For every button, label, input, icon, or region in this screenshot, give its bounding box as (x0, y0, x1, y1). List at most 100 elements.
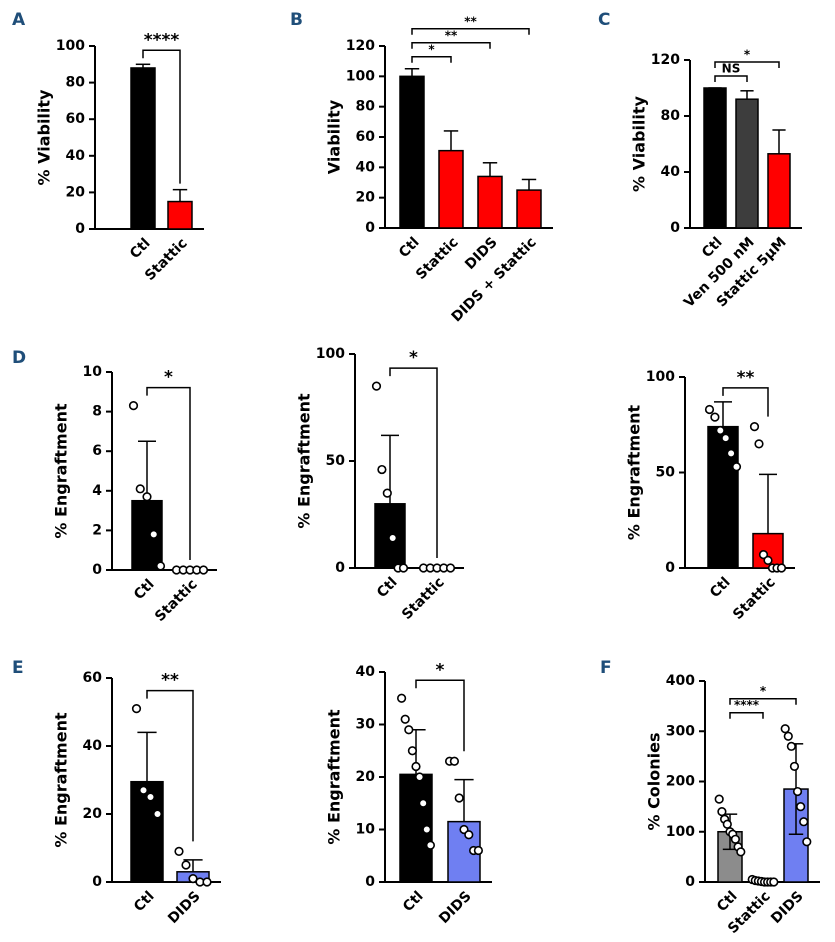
data-point (415, 772, 425, 782)
y-tick-label: 40 (661, 164, 681, 180)
error-bar (137, 731, 157, 782)
significance-label: * (760, 684, 767, 698)
data-point (776, 563, 787, 573)
data-point (145, 792, 156, 802)
error-bar (443, 130, 459, 151)
data-point (398, 563, 409, 573)
panel-letter: C (598, 10, 610, 30)
data-point (464, 830, 474, 840)
x-tick-label: Ctl (707, 574, 734, 601)
data-point (407, 746, 418, 756)
error-bar (404, 68, 420, 77)
x-tick-label: DIDS (165, 888, 204, 927)
bar (477, 175, 503, 229)
significance-label: * (409, 348, 418, 368)
panel-letter: F (600, 658, 612, 678)
significance-label: * (744, 48, 751, 62)
significance-bracket (146, 689, 194, 842)
significance-bracket (714, 75, 748, 82)
x-tick-label: Stattic (413, 234, 462, 283)
data-point (730, 834, 741, 844)
y-tick-label: 10 (356, 822, 376, 838)
y-tick-label: 0 (365, 874, 375, 890)
significance-label: * (436, 660, 445, 680)
bar (399, 75, 425, 229)
error-bar (138, 440, 156, 501)
data-point (802, 837, 812, 847)
y-tick-label: 60 (83, 670, 103, 686)
data-point (749, 422, 760, 432)
error-bar (521, 178, 537, 191)
data-point (721, 433, 731, 443)
data-point (799, 817, 809, 827)
chart-panel: E % Engraftment 0 20 40 60 Ctl DIDS ** (12, 658, 221, 927)
x-tick-label: Ctl (400, 888, 427, 915)
y-tick-label: 0 (665, 560, 675, 576)
y-tick-label: 0 (92, 562, 102, 578)
x-tick-label: Ctl (374, 574, 401, 601)
y-tick-label: 0 (75, 221, 85, 237)
y-tick-label: 2 (92, 522, 102, 538)
y-tick-label: 4 (92, 483, 102, 499)
x-tick-label: Ctl (396, 234, 423, 261)
y-tick-label: 100 (666, 824, 695, 840)
y-tick-label: 20 (83, 806, 103, 822)
error-bar (172, 188, 188, 202)
y-tick-label: 30 (356, 717, 376, 733)
y-tick-label: 200 (666, 774, 695, 790)
y-tick-label: 8 (92, 404, 102, 420)
y-tick-label: 6 (92, 443, 102, 459)
data-point (397, 693, 407, 703)
data-point (715, 425, 725, 436)
data-point (449, 756, 460, 766)
x-tick-label: DIDS (768, 888, 807, 927)
data-point (704, 404, 715, 415)
data-point (138, 785, 149, 795)
significance-label: ** (445, 28, 458, 42)
significance-label: **** (734, 698, 760, 712)
significance-bracket (389, 367, 438, 558)
y-axis-label: % Engraftment (295, 393, 314, 529)
data-point (174, 846, 184, 857)
y-axis-label: % Engraftment (52, 403, 71, 539)
data-point (418, 798, 428, 808)
panel-letter: D (12, 348, 26, 368)
significance-bracket (415, 679, 465, 752)
data-point (377, 464, 387, 475)
data-point (382, 488, 392, 498)
significance-label: ** (737, 368, 755, 388)
data-point (783, 731, 793, 741)
y-axis-label: % Viability (630, 95, 649, 192)
y-tick-label: 80 (66, 75, 86, 91)
bar (131, 499, 163, 571)
significance-bracket (411, 42, 491, 49)
error-bar (714, 401, 732, 427)
x-tick-label: DIDS (436, 888, 475, 927)
y-tick-label: 80 (356, 99, 376, 115)
data-point (202, 877, 212, 887)
y-tick-label: 20 (356, 190, 376, 206)
y-axis-label: % Engraftment (52, 712, 71, 848)
data-point (404, 725, 414, 735)
chart-panel: % Engraftment 0 10 20 30 40 Ctl DIDS * (325, 660, 492, 927)
significance-label: ** (464, 14, 477, 28)
y-tick-label: 20 (66, 184, 86, 200)
data-point (422, 824, 432, 835)
significance-bracket (729, 711, 764, 719)
data-point (717, 807, 727, 817)
error-bar (740, 90, 754, 100)
data-point (722, 819, 732, 829)
bar (703, 87, 727, 229)
significance-bracket (411, 28, 530, 35)
y-tick-label: 0 (670, 220, 680, 236)
bar (707, 425, 739, 569)
x-tick-label: Ctl (131, 888, 158, 915)
y-tick-label: 400 (666, 673, 695, 689)
panel-letter: A (12, 10, 26, 30)
panel-letter: E (12, 658, 24, 678)
error-bar (482, 162, 498, 177)
x-tick-label: Stattic (730, 574, 779, 623)
